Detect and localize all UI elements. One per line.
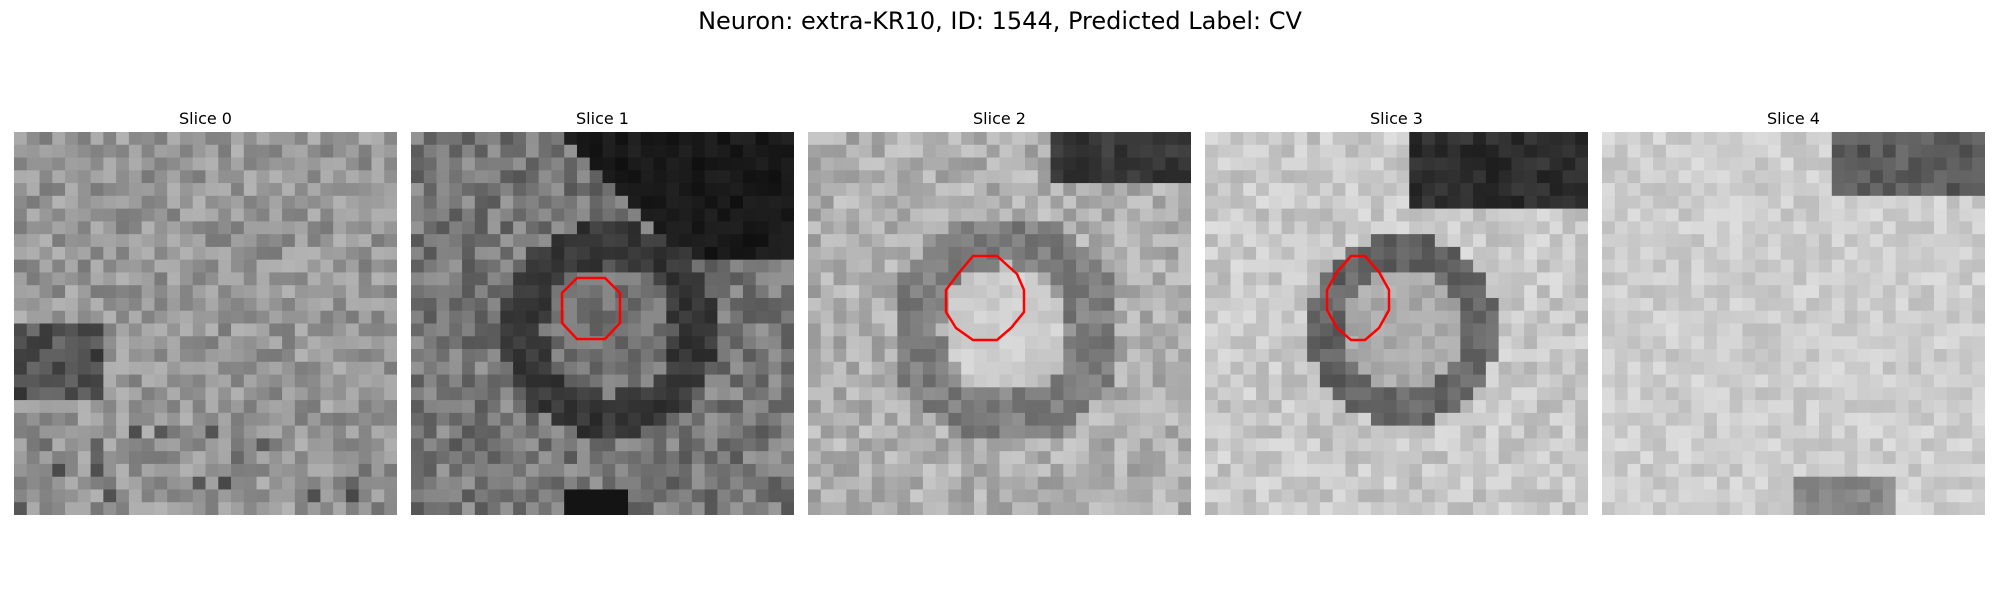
roi-contour-1	[560, 276, 622, 341]
slice-panel-1: Slice 1	[411, 110, 794, 515]
slice-image-0	[14, 132, 397, 515]
slice-image-1	[411, 132, 794, 515]
slice-title-3: Slice 3	[1370, 109, 1423, 128]
slice-image-2	[808, 132, 1191, 515]
slice-panel-0: Slice 0	[14, 110, 397, 515]
roi-contour-2	[944, 254, 1026, 342]
figure-title: Neuron: extra-KR10, ID: 1544, Predicted …	[698, 7, 1302, 35]
slice-title-2: Slice 2	[973, 109, 1026, 128]
roi-contour-3	[1325, 254, 1391, 342]
slice-image-3	[1205, 132, 1588, 515]
slice-title-1: Slice 1	[576, 109, 629, 128]
slice-panel-4: Slice 4	[1602, 110, 1985, 515]
slice-image-4	[1602, 132, 1985, 515]
slice-title-0: Slice 0	[179, 109, 232, 128]
slice-title-4: Slice 4	[1767, 109, 1820, 128]
slice-panel-3: Slice 3	[1205, 110, 1588, 515]
slice-panel-2: Slice 2	[808, 110, 1191, 515]
